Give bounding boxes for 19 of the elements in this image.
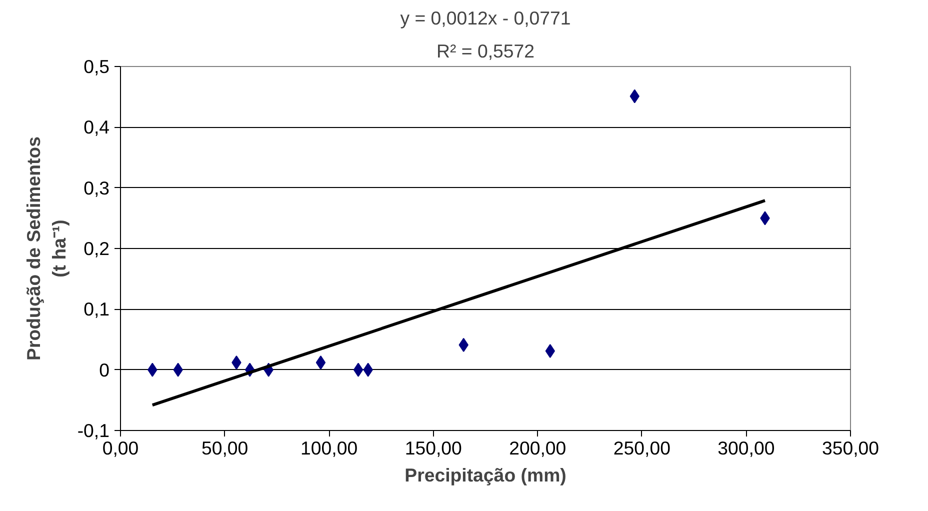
y-tick-label: 0,5 — [84, 56, 110, 77]
y-tick-label: 0,1 — [84, 298, 110, 320]
x-tick-label: 300,00 — [718, 438, 775, 458]
point — [316, 356, 326, 370]
y-axis-title: Produção de Sedimentos (t ha⁻¹) — [23, 136, 70, 360]
y-tick-label: 0 — [99, 359, 110, 380]
x-tick-label: 150,00 — [404, 438, 462, 458]
text: R² = 0,5572 — [436, 40, 535, 62]
x-tick-label: 100,00 — [300, 438, 358, 458]
x-tick-label: 50,00 — [201, 438, 248, 458]
text: y = 0,0012x - 0,0771 — [400, 8, 571, 28]
y-tick-label: 0,2 — [84, 238, 110, 259]
x-tick-label: 350,00 — [822, 438, 880, 458]
point — [353, 362, 364, 377]
y-tick-label: 0,4 — [84, 116, 110, 138]
y-tick-label: 0,3 — [84, 177, 110, 198]
x-axis-title: Precipitação (mm) — [404, 464, 566, 486]
x-tick-label: 200,00 — [509, 438, 566, 458]
x-tick-label: 250,00 — [613, 438, 670, 458]
